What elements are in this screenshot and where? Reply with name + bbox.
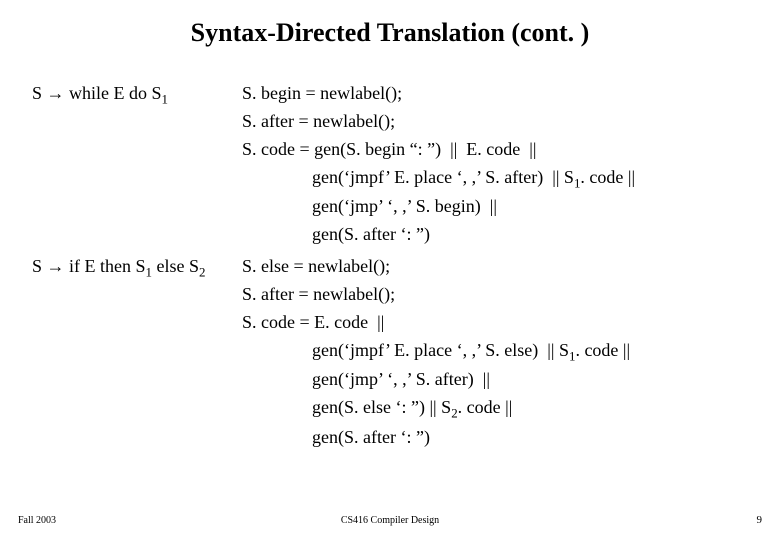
text: gen(‘jmpf’ E. place ‘, ,’ S. after) || S [312, 167, 574, 187]
arrow-icon: → [47, 83, 65, 103]
text: S [32, 256, 47, 276]
code-line: gen(‘jmp’ ‘, ,’ S. after) || [242, 366, 752, 394]
footer-center: CS416 Compiler Design [0, 515, 780, 526]
text: gen(‘jmp’ ‘, ,’ S. after) || [312, 369, 490, 389]
code-line: gen(‘jmpf’ E. place ‘, ,’ S. else) || S1… [242, 337, 752, 367]
rule-while: S → while E do S1 S. begin = newlabel();… [32, 80, 752, 249]
rule-while-rhs: S. begin = newlabel(); S. after = newlab… [242, 80, 752, 249]
code-line: S. begin = newlabel(); [242, 80, 752, 108]
rule-if-lhs: S → if E then S1 else S2 [32, 253, 242, 283]
slide-body: S → while E do S1 S. begin = newlabel();… [32, 80, 752, 456]
text: while E do S [65, 83, 162, 103]
text: . code || [458, 397, 513, 417]
slide: Syntax-Directed Translation (cont. ) S →… [0, 0, 780, 540]
text: if E then S [65, 256, 146, 276]
text: S [32, 83, 47, 103]
code-line: gen(‘jmpf’ E. place ‘, ,’ S. after) || S… [242, 164, 752, 194]
rule-if: S → if E then S1 else S2 S. else = newla… [32, 253, 752, 452]
subscript: 2 [199, 265, 205, 280]
text: gen(‘jmpf’ E. place ‘, ,’ S. else) || S [312, 340, 569, 360]
code-line: S. after = newlabel(); [242, 108, 752, 136]
text: gen(S. else ‘: ”) || S [312, 397, 451, 417]
code-line: S. code = E. code || [242, 309, 752, 337]
code-line: gen(S. else ‘: ”) || S2. code || [242, 394, 752, 424]
rule-if-rhs: S. else = newlabel(); S. after = newlabe… [242, 253, 752, 452]
text: . code || [575, 340, 630, 360]
footer-page-number: 9 [757, 514, 763, 526]
code-line: S. code = gen(S. begin “: ”) || E. code … [242, 136, 752, 164]
arrow-icon: → [47, 256, 65, 276]
text: . code || [580, 167, 635, 187]
code-line: gen(‘jmp’ ‘, ,’ S. begin) || [242, 193, 752, 221]
text: gen(‘jmp’ ‘, ,’ S. begin) || [312, 196, 497, 216]
text: else S [152, 256, 199, 276]
slide-title: Syntax-Directed Translation (cont. ) [0, 18, 780, 48]
subscript: 1 [162, 92, 168, 107]
text: gen(S. after ‘: ”) [312, 427, 430, 447]
code-line: gen(S. after ‘: ”) [242, 424, 752, 452]
rule-while-lhs: S → while E do S1 [32, 80, 242, 110]
code-line: S. after = newlabel(); [242, 281, 752, 309]
code-line: S. else = newlabel(); [242, 253, 752, 281]
code-line: gen(S. after ‘: ”) [242, 221, 752, 249]
text: gen(S. after ‘: ”) [312, 224, 430, 244]
